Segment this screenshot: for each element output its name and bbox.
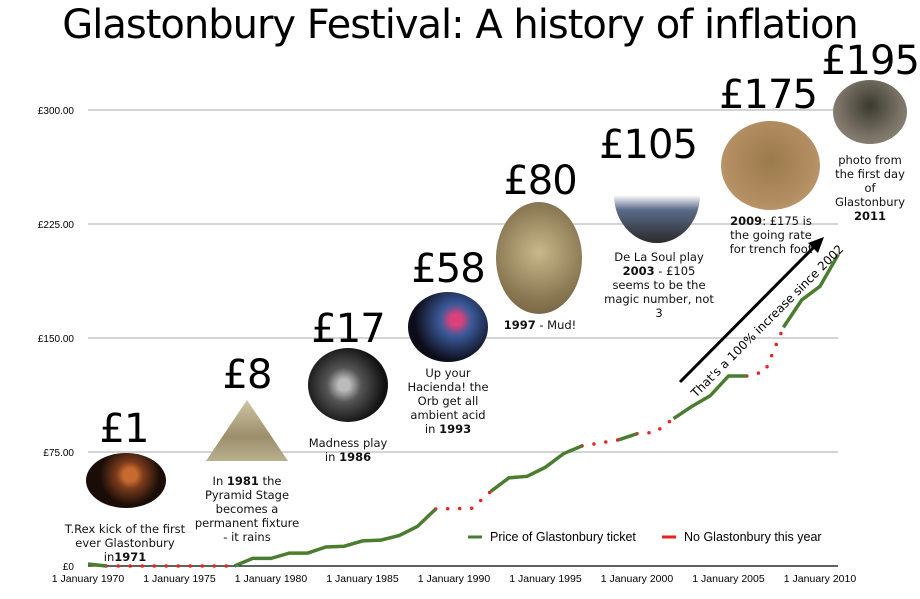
x-tick-label: 1 January 1985: [326, 573, 399, 585]
caption-2003: De La Soul play 2003 - £105 seems to be …: [603, 250, 715, 320]
caption-2009: 2009: £175 is the going rate for trench …: [721, 214, 821, 256]
y-tick-label: £0: [63, 562, 75, 573]
legend-label-price: Price of Glastonbury ticket: [490, 530, 636, 544]
caption-year: 1971: [114, 550, 147, 564]
price-label-1971: £1: [99, 406, 150, 452]
boots-photo: [833, 80, 907, 144]
x-tick-label: 1 January 2000: [601, 573, 674, 585]
arrow-head-icon: [808, 237, 824, 253]
wellies-photo: [721, 121, 820, 210]
caption-year: 1997: [503, 318, 536, 332]
legend-label-no-festival: No Glastonbury this year: [684, 530, 822, 544]
caption-text: - £105 seems to be the magic number, not…: [604, 264, 714, 320]
madness-photo: [308, 348, 388, 422]
caption-text: - Mud!: [535, 318, 577, 332]
caption-year: 1993: [439, 422, 472, 436]
caption-text: Madness play in: [308, 436, 388, 464]
caption-1993: Up your Hacienda! the Orb get all ambien…: [407, 366, 489, 436]
x-tick-label: 1 January 2005: [692, 573, 765, 585]
y-tick-label: £150.00: [38, 334, 75, 345]
y-tick-label: £225.00: [38, 220, 75, 231]
caption-text: photo from the first day of Glastonbury: [834, 153, 906, 209]
caption-2011: photo from the first day of Glastonbury …: [830, 153, 910, 223]
no-festival-segment: [580, 438, 621, 448]
caption-1986: Madness play in 1986: [308, 436, 388, 464]
caption-text: In: [212, 474, 227, 488]
caption-year: 1986: [339, 450, 372, 464]
price-label-2003: £105: [599, 122, 698, 168]
ticket-price-segment: [618, 432, 638, 442]
price-label-1993: £58: [411, 246, 485, 292]
caption-text: the Pyramid Stage becomes a permanent fi…: [194, 474, 300, 544]
ticket-price-segment: [781, 253, 840, 329]
no-festival-segment: [433, 489, 493, 511]
x-tick-label: 1 January 1990: [418, 573, 491, 585]
caption-year: 2009: [730, 214, 763, 228]
x-tick-label: 1 January 1970: [52, 573, 125, 585]
x-tick-label: 1 January 2010: [784, 573, 857, 585]
ticket-price-segment: [233, 507, 437, 568]
caption-year: 1981: [226, 474, 259, 488]
caption-year: 2011: [853, 209, 886, 223]
caption-1971: T.Rex kick of the first ever Glastonbury…: [55, 522, 195, 564]
caption-text: De La Soul play: [614, 250, 704, 264]
ticket-price-segment: [87, 562, 107, 568]
caption-1981: In 1981 the Pyramid Stage becomes a perm…: [191, 474, 303, 544]
caption-text: T.Rex kick of the first ever Glastonbury…: [64, 522, 186, 564]
mud-photo: [496, 202, 582, 314]
x-tick-label: 1 January 1995: [509, 573, 582, 585]
caption-1997: 1997 - Mud!: [495, 318, 585, 332]
y-tick-label: £75.00: [43, 448, 74, 459]
price-label-1981: £8: [222, 352, 273, 398]
chart-title: Glastonbury Festival: A history of infla…: [62, 2, 859, 48]
ticket-price-segment: [489, 444, 583, 493]
price-label-2011: £195: [821, 38, 920, 84]
caption-year: 2003: [622, 264, 655, 278]
caption-text: Up your Hacienda! the Orb get all ambien…: [407, 366, 489, 436]
no-festival-segment: [635, 416, 676, 436]
price-label-1997: £80: [503, 158, 577, 204]
x-tick-label: 1 January 1975: [143, 573, 216, 585]
price-label-2009: £175: [719, 72, 818, 118]
orb-photo: [408, 292, 488, 362]
ticket-price-segment: [672, 374, 747, 421]
price-label-1986: £17: [311, 306, 385, 352]
x-tick-label: 1 January 1980: [235, 573, 308, 585]
trex-photo: [86, 453, 166, 508]
y-tick-label: £300.00: [38, 106, 75, 117]
caption-text: : £175 is the going rate for trench foot: [729, 214, 813, 256]
increase-arrow-line: [678, 241, 820, 384]
